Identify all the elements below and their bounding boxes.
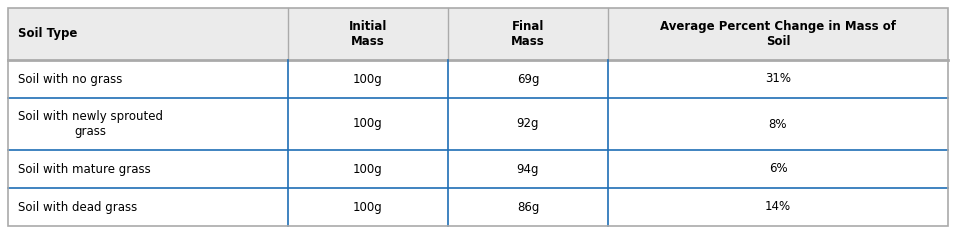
Text: Soil with no grass: Soil with no grass xyxy=(18,72,122,85)
Text: 31%: 31% xyxy=(765,72,790,85)
Bar xyxy=(8,150,947,188)
Bar xyxy=(8,60,947,98)
Text: 14%: 14% xyxy=(765,200,791,214)
Text: 86g: 86g xyxy=(516,200,539,214)
Text: Average Percent Change in Mass of
Soil: Average Percent Change in Mass of Soil xyxy=(659,20,895,48)
Text: Initial
Mass: Initial Mass xyxy=(349,20,387,48)
Text: 100g: 100g xyxy=(353,118,383,131)
Text: 100g: 100g xyxy=(353,200,383,214)
Text: 6%: 6% xyxy=(767,162,787,175)
Text: 100g: 100g xyxy=(353,72,383,85)
Text: 100g: 100g xyxy=(353,162,383,175)
Bar xyxy=(8,8,947,60)
Text: Soil with mature grass: Soil with mature grass xyxy=(18,162,150,175)
Bar xyxy=(8,98,947,150)
Text: Soil with dead grass: Soil with dead grass xyxy=(18,200,137,214)
Text: 92g: 92g xyxy=(516,118,539,131)
Text: 94g: 94g xyxy=(516,162,539,175)
Text: 69g: 69g xyxy=(516,72,539,85)
Bar xyxy=(8,188,947,226)
Text: Final
Mass: Final Mass xyxy=(511,20,545,48)
Text: Soil with newly sprouted
grass: Soil with newly sprouted grass xyxy=(18,110,163,138)
Text: Soil Type: Soil Type xyxy=(18,28,78,41)
Text: 8%: 8% xyxy=(768,118,787,131)
